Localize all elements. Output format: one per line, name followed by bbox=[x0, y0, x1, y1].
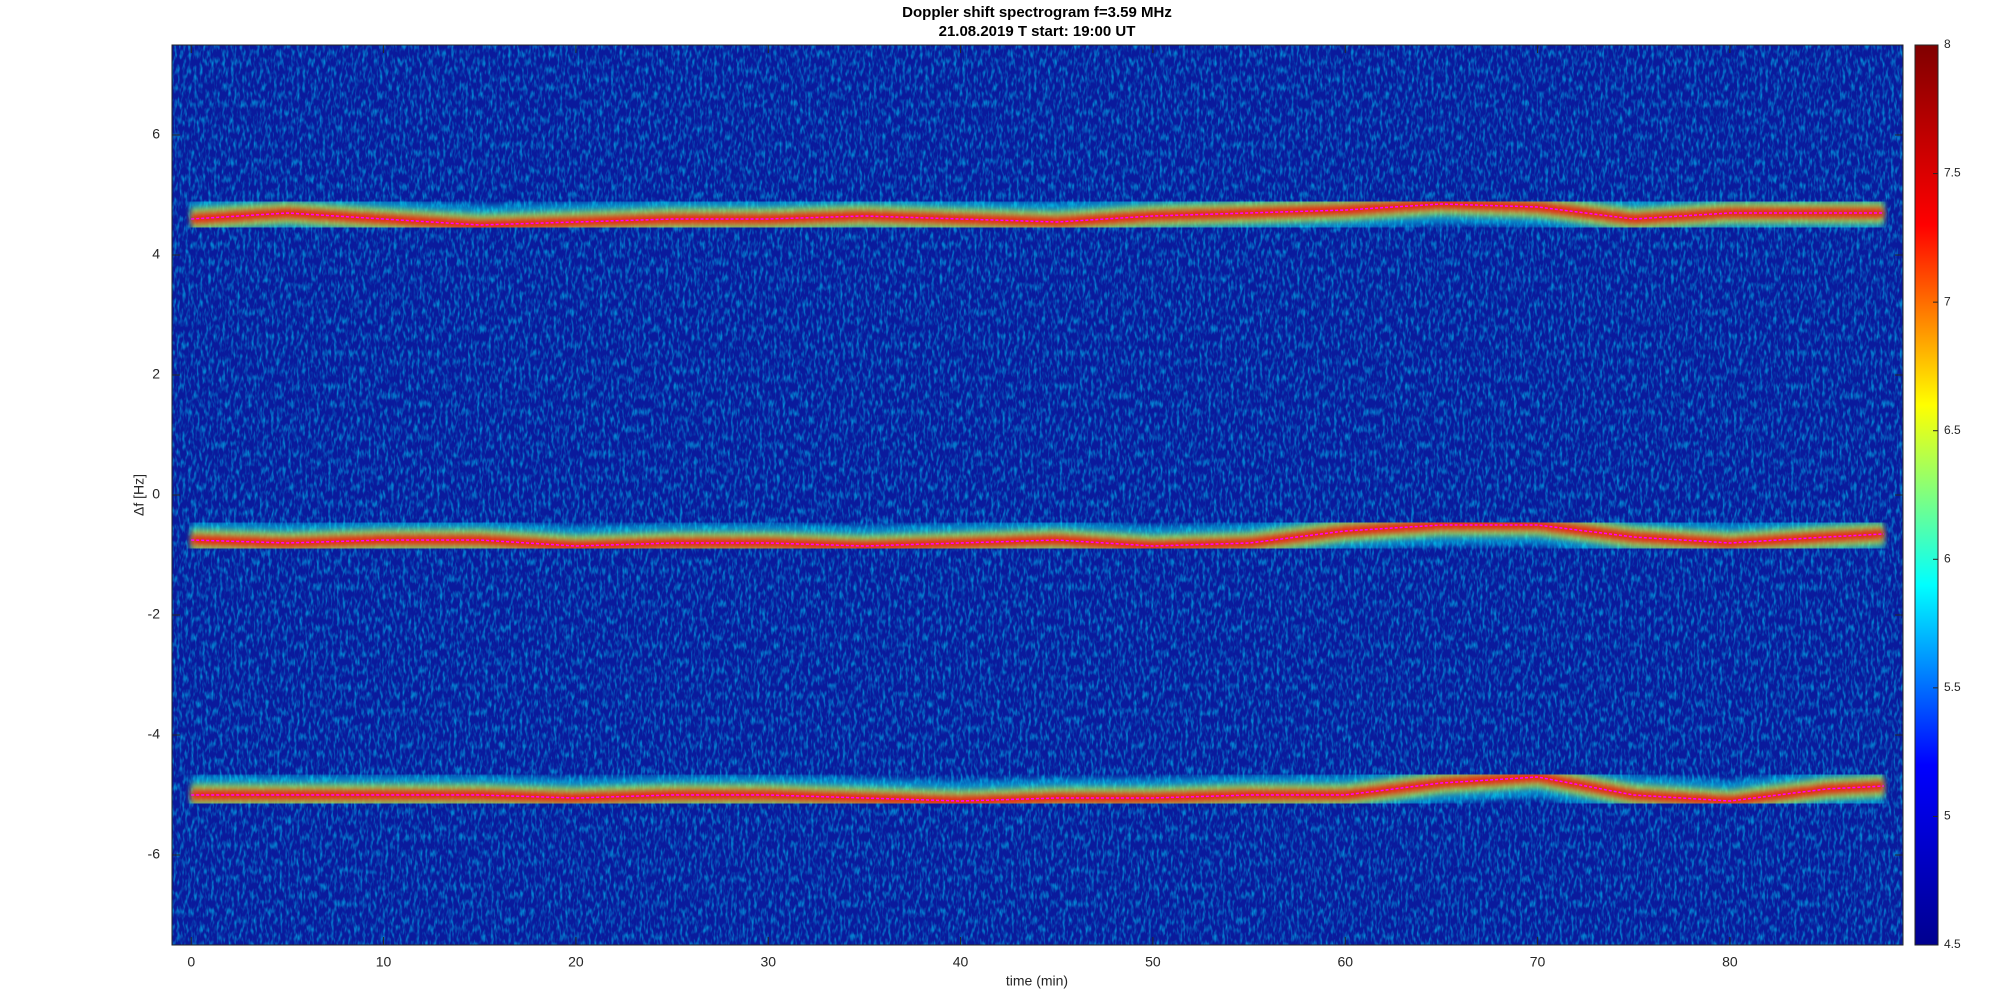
y-tick-label: -6 bbox=[148, 846, 161, 862]
chart-subtitle: 21.08.2019 T start: 19:00 UT bbox=[939, 23, 1136, 40]
x-tick-label: 70 bbox=[1530, 954, 1546, 970]
trace-line bbox=[191, 524, 1884, 547]
colorbar-tick-label: 6 bbox=[1944, 551, 1951, 565]
x-tick-label: 80 bbox=[1722, 954, 1738, 970]
x-tick-label: 10 bbox=[376, 954, 392, 970]
x-tick-label: 60 bbox=[1337, 954, 1353, 970]
colorbar-tick-label: 5 bbox=[1944, 809, 1951, 823]
y-tick-label: 0 bbox=[152, 486, 160, 502]
colorbar-tick-label: 8 bbox=[1944, 37, 1951, 51]
y-tick-label: 6 bbox=[152, 126, 160, 142]
colorbar-tick-label: 7 bbox=[1944, 294, 1951, 308]
x-tick-label: 50 bbox=[1145, 954, 1161, 970]
colorbar-tick-label: 5.5 bbox=[1944, 680, 1961, 694]
trace-line bbox=[191, 776, 1884, 802]
x-tick-label: 0 bbox=[187, 954, 195, 970]
colorbar-tick-label: 4.5 bbox=[1944, 937, 1961, 951]
colorbar bbox=[1914, 44, 1939, 946]
trace-line bbox=[191, 203, 1884, 226]
x-tick-label: 30 bbox=[760, 954, 776, 970]
y-tick-label: 2 bbox=[152, 366, 160, 382]
x-tick-label: 40 bbox=[953, 954, 969, 970]
x-tick-label: 20 bbox=[568, 954, 584, 970]
chart-title: Doppler shift spectrogram f=3.59 MHz bbox=[902, 4, 1172, 21]
y-tick-label: -2 bbox=[148, 606, 161, 622]
colorbar-tick-label: 7.5 bbox=[1944, 166, 1961, 180]
y-tick-label: 4 bbox=[152, 246, 160, 262]
x-axis-label: time (min) bbox=[1006, 973, 1068, 989]
y-axis-label: Δf [Hz] bbox=[131, 474, 147, 516]
colorbar-tick-label: 6.5 bbox=[1944, 423, 1961, 437]
plot-area bbox=[172, 45, 1903, 945]
y-tick-label: -4 bbox=[148, 726, 161, 742]
